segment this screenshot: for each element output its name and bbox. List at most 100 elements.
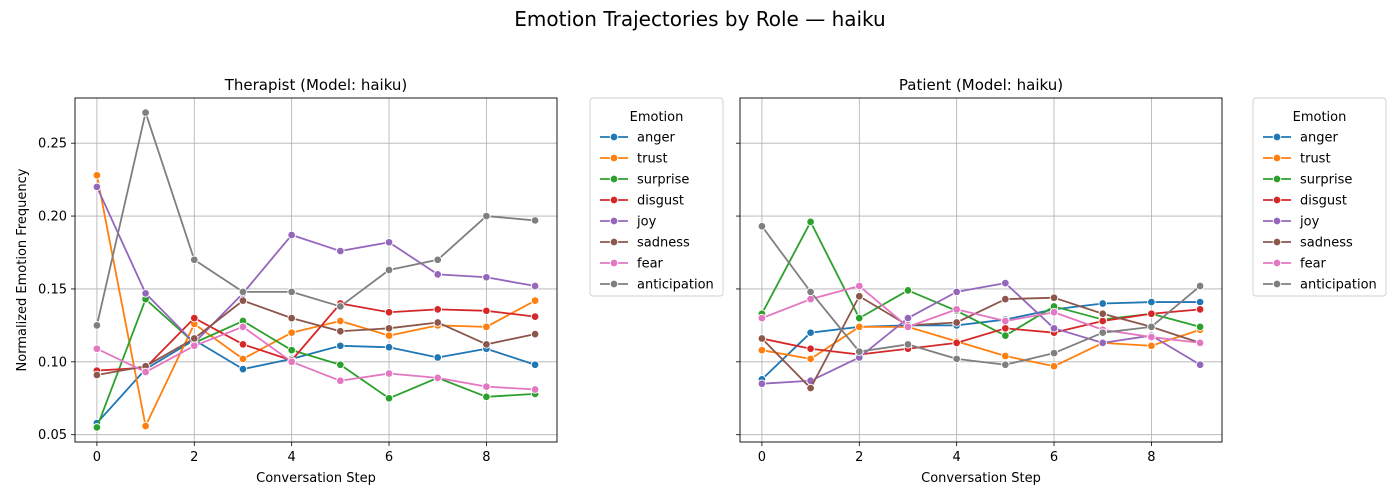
legend-item-disgust: disgust — [600, 194, 684, 209]
data-point-anticipation — [384, 265, 394, 275]
data-point-disgust — [1001, 324, 1010, 333]
data-point-anger — [238, 364, 248, 374]
x-tick-label: 6 — [1050, 450, 1058, 465]
data-point-trust — [482, 322, 491, 332]
series-line-surprise — [96, 298, 536, 428]
legend-label: surprise — [1300, 173, 1352, 188]
legend-label: joy — [636, 215, 657, 230]
data-point-anticipation — [92, 321, 102, 330]
plot-frame — [74, 97, 558, 443]
x-tick-label: 8 — [482, 450, 490, 465]
data-point-anticipation — [903, 340, 913, 349]
series-fear — [92, 322, 540, 394]
data-point-surprise — [1195, 322, 1205, 332]
series-anger — [92, 335, 540, 428]
series-line-trust — [96, 175, 536, 427]
data-point-disgust — [952, 338, 961, 348]
legend-box — [589, 97, 724, 297]
legend-item-sadness: sadness — [600, 236, 690, 251]
legend-item-trust: trust — [1263, 152, 1331, 167]
legend-label: sadness — [1300, 236, 1353, 251]
data-point-joy — [1049, 324, 1059, 333]
x-tick-label: 0 — [93, 450, 101, 465]
legend-label: disgust — [1300, 194, 1347, 209]
data-point-anticipation — [1001, 360, 1010, 369]
legend-item-anticipation: anticipation — [1263, 278, 1377, 293]
legend-swatch-marker — [609, 216, 619, 226]
legend: Emotion anger trust surprise disgust joy sadne… — [589, 97, 724, 297]
series-line-anticipation — [761, 225, 1201, 366]
data-point-anticipation — [1195, 281, 1205, 291]
series-disgust — [757, 305, 1205, 359]
data-point-anticipation — [530, 216, 540, 225]
legend-item-trust: trust — [600, 152, 668, 167]
panel-title: Patient (Model: haiku) — [899, 76, 1063, 94]
series-line-fear — [761, 285, 1201, 344]
data-point-trust — [855, 322, 864, 332]
data-point-anger — [806, 328, 815, 337]
legend-item-joy: joy — [1263, 215, 1320, 230]
x-tick-label: 8 — [1147, 450, 1155, 465]
series-line-disgust — [96, 302, 536, 372]
legend-swatch-marker — [1272, 279, 1282, 289]
data-point-surprise — [855, 313, 864, 323]
data-point-fear — [1049, 308, 1059, 317]
data-point-anticipation — [1147, 322, 1156, 332]
legend-item-sadness: sadness — [1263, 236, 1353, 251]
data-point-anticipation — [855, 347, 864, 356]
data-point-sadness — [433, 318, 442, 327]
data-point-sadness — [952, 318, 961, 327]
data-point-anger — [1195, 297, 1205, 307]
legend-swatch-marker — [1272, 132, 1282, 142]
legend-title: Emotion — [630, 110, 684, 125]
data-point-fear — [757, 313, 767, 323]
data-point-fear — [238, 322, 248, 332]
legend-swatch-marker — [1272, 153, 1282, 163]
series-line-disgust — [761, 308, 1201, 356]
data-point-joy — [336, 246, 345, 256]
legend-label: trust — [637, 152, 668, 167]
data-point-trust — [384, 331, 394, 340]
data-point-anticipation — [433, 255, 442, 265]
data-point-fear — [903, 322, 913, 332]
legend-label: sadness — [637, 236, 690, 251]
data-point-sadness — [482, 340, 491, 349]
data-point-disgust — [806, 344, 815, 353]
data-point-trust — [1147, 341, 1156, 351]
panel-title: Therapist (Model: haiku) — [224, 76, 408, 94]
data-point-anger — [384, 343, 394, 352]
legend-title: Emotion — [1293, 110, 1347, 125]
data-point-fear — [141, 367, 150, 377]
data-point-joy — [903, 313, 913, 323]
data-point-trust — [1049, 361, 1059, 371]
x-tick-label: 4 — [953, 450, 961, 465]
legend: Emotion anger trust surprise disgust joy sadne… — [1252, 97, 1387, 297]
data-point-joy — [287, 230, 296, 240]
data-point-sadness — [92, 370, 102, 380]
x-axis-label: Conversation Step — [921, 471, 1041, 486]
legend-swatch-marker — [609, 279, 619, 289]
therapist-panel: 0 2 4 6 8 0.05 0.10 0.15 0.20 0.25 Therapist (Mode… — [15, 76, 724, 486]
legend-label: fear — [1300, 257, 1327, 272]
data-point-sadness — [530, 329, 540, 339]
data-point-sadness — [1098, 309, 1107, 318]
legend-item-surprise: surprise — [600, 173, 689, 188]
data-point-anticipation — [1049, 348, 1059, 358]
legend-swatch-marker — [1272, 195, 1282, 205]
series-line-joy — [96, 186, 536, 344]
series-line-fear — [96, 325, 536, 391]
figure-title: Emotion Trajectories by Role — haiku — [514, 7, 885, 31]
data-point-joy — [1195, 360, 1205, 369]
data-point-anticipation — [336, 302, 345, 311]
data-point-sadness — [190, 334, 199, 343]
data-point-joy — [1098, 338, 1107, 348]
x-tick-label: 2 — [855, 450, 863, 465]
data-point-fear — [855, 281, 864, 291]
data-point-trust — [530, 296, 540, 305]
legend-item-anger: anger — [600, 131, 675, 146]
legend-swatch-marker — [1272, 258, 1282, 268]
x-axis-label: Conversation Step — [256, 471, 376, 486]
series-surprise — [757, 217, 1205, 340]
data-point-sadness — [336, 326, 345, 336]
series-line-anticipation — [96, 111, 536, 326]
